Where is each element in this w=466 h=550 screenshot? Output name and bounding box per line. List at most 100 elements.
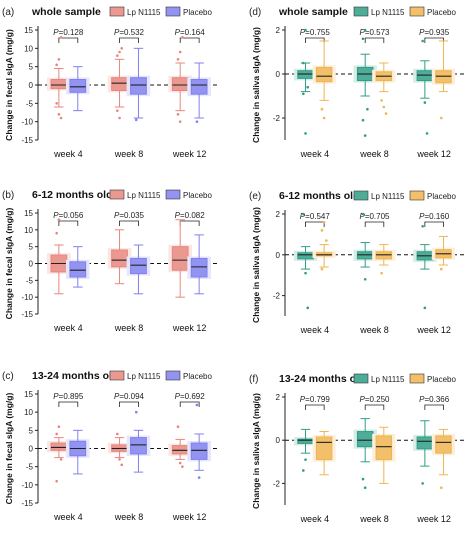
y-axis-label: Change in fecal sIgA (mg/g) <box>4 393 14 505</box>
p-value-label: P=0.547 <box>300 212 331 221</box>
legend-label: Lp N1115 <box>371 375 405 384</box>
legend-label: Lp N1115 <box>127 191 161 200</box>
outlier-point <box>325 239 328 242</box>
y-tick-label: 0 <box>29 81 34 90</box>
legend-swatch <box>353 6 369 17</box>
outlier-point <box>55 231 58 235</box>
box-iqr <box>297 252 314 260</box>
p-value-label: P=0.250 <box>359 395 390 404</box>
y-axis-label: Change in saliva sIgA (mg/g) <box>251 207 261 323</box>
panel-c: (c) 13-24 months old Lp N1115 Placebo -15 -10… <box>2 370 220 522</box>
outlier-point <box>439 116 443 120</box>
outlier-point <box>118 458 121 461</box>
outlier-point <box>197 476 201 479</box>
panel-label: (c) <box>2 371 14 382</box>
box-iqr <box>69 79 87 93</box>
significance-bracket <box>364 37 385 43</box>
y-axis-label: Change in saliva sIgA (mg/g) <box>251 27 261 143</box>
legend-swatch <box>109 370 125 381</box>
p-value-label: P=0.705 <box>359 212 390 221</box>
outlier-point <box>361 477 365 481</box>
significance-bracket <box>305 221 325 227</box>
outlier-point <box>304 271 307 275</box>
p-value-label: P=0.573 <box>359 28 390 37</box>
legend-swatch <box>165 6 181 17</box>
outlier-point <box>57 425 61 429</box>
x-tick-label: week 4 <box>300 149 330 159</box>
y-tick-label: 5 <box>29 426 34 435</box>
outlier-point <box>384 112 388 115</box>
outlier-point <box>320 267 324 271</box>
box-iqr <box>171 77 189 91</box>
outlier-point <box>306 306 310 310</box>
outlier-point <box>178 120 182 123</box>
legend-label: Placebo <box>183 8 212 17</box>
y-tick-label: -15 <box>21 136 33 145</box>
x-tick-label: week 8 <box>114 512 144 522</box>
box-iqr <box>315 66 333 83</box>
significance-bracket <box>179 401 200 407</box>
legend-label: Placebo <box>183 372 212 381</box>
outlier-point <box>380 99 383 102</box>
outlier-point <box>361 118 365 122</box>
legend-swatch <box>409 190 425 201</box>
legend-swatch <box>353 190 369 201</box>
y-tick-label: -15 <box>21 310 33 319</box>
outlier-point <box>118 116 121 120</box>
panel-a: (a) whole sample Lp N1115 Placebo -15 -10 -5 0 5… <box>2 6 220 159</box>
y-axis-label: Change in fecal sIgA (mg/g) <box>4 29 14 141</box>
panel-b: (b) 6-12 months old Lp N1115 Placebo -15 -10 -… <box>2 189 220 333</box>
p-value-label: P=0.035 <box>114 211 145 220</box>
outlier-point <box>116 109 119 112</box>
x-tick-label: week 8 <box>359 325 389 335</box>
p-value-label: P=0.799 <box>300 395 331 404</box>
outlier-point <box>361 212 365 216</box>
p-value-label: P=0.094 <box>114 392 145 401</box>
x-tick-label: week 4 <box>53 323 83 333</box>
box-iqr <box>190 442 208 460</box>
y-tick-label: -5 <box>26 463 34 472</box>
outlier-point <box>120 47 124 50</box>
x-tick-label: week 8 <box>359 149 389 159</box>
outlier-point <box>134 410 138 414</box>
outlier-point <box>302 469 305 472</box>
outlier-point <box>363 134 367 137</box>
x-tick-label: week 12 <box>416 149 451 159</box>
outlier-point <box>302 92 305 96</box>
x-tick-label: week 12 <box>172 323 207 333</box>
significance-bracket <box>58 401 79 407</box>
x-tick-label: week 12 <box>416 514 451 524</box>
outlier-point <box>322 220 326 224</box>
panel-title: 6-12 months old <box>279 190 360 202</box>
outlier-point <box>439 486 443 490</box>
significance-bracket <box>424 404 444 410</box>
outlier-point <box>380 271 383 275</box>
outlier-point <box>55 63 58 67</box>
x-tick-label: week 4 <box>300 325 330 335</box>
outlier-point <box>306 85 310 89</box>
panel-label: (d) <box>249 7 261 18</box>
y-tick-label: -15 <box>21 499 33 508</box>
legend-swatch <box>109 189 125 200</box>
p-value-label: P=0.366 <box>419 395 450 404</box>
panel-label: (e) <box>249 191 261 202</box>
y-tick-label: -5 <box>26 99 34 108</box>
y-tick-label: 2 <box>276 393 281 402</box>
significance-bracket <box>119 401 139 407</box>
panel-d: (d) whole sample Lp N1115 Placebo -2 0 2 Change… <box>249 6 464 159</box>
y-tick-label: 0 <box>276 436 281 445</box>
box-iqr <box>130 257 147 275</box>
legend-label: Placebo <box>427 375 456 384</box>
significance-bracket <box>364 404 385 410</box>
box-iqr <box>435 70 452 84</box>
panel-title: 6-12 months old <box>32 189 113 201</box>
box-iqr <box>356 431 374 448</box>
y-tick-label: -2 <box>273 479 281 488</box>
y-tick-label: -2 <box>273 114 281 123</box>
x-tick-label: week 12 <box>172 512 207 522</box>
significance-bracket <box>305 404 325 410</box>
outlier-point <box>176 425 180 429</box>
outlier-point <box>57 218 61 222</box>
x-tick-label: week 4 <box>53 149 83 159</box>
